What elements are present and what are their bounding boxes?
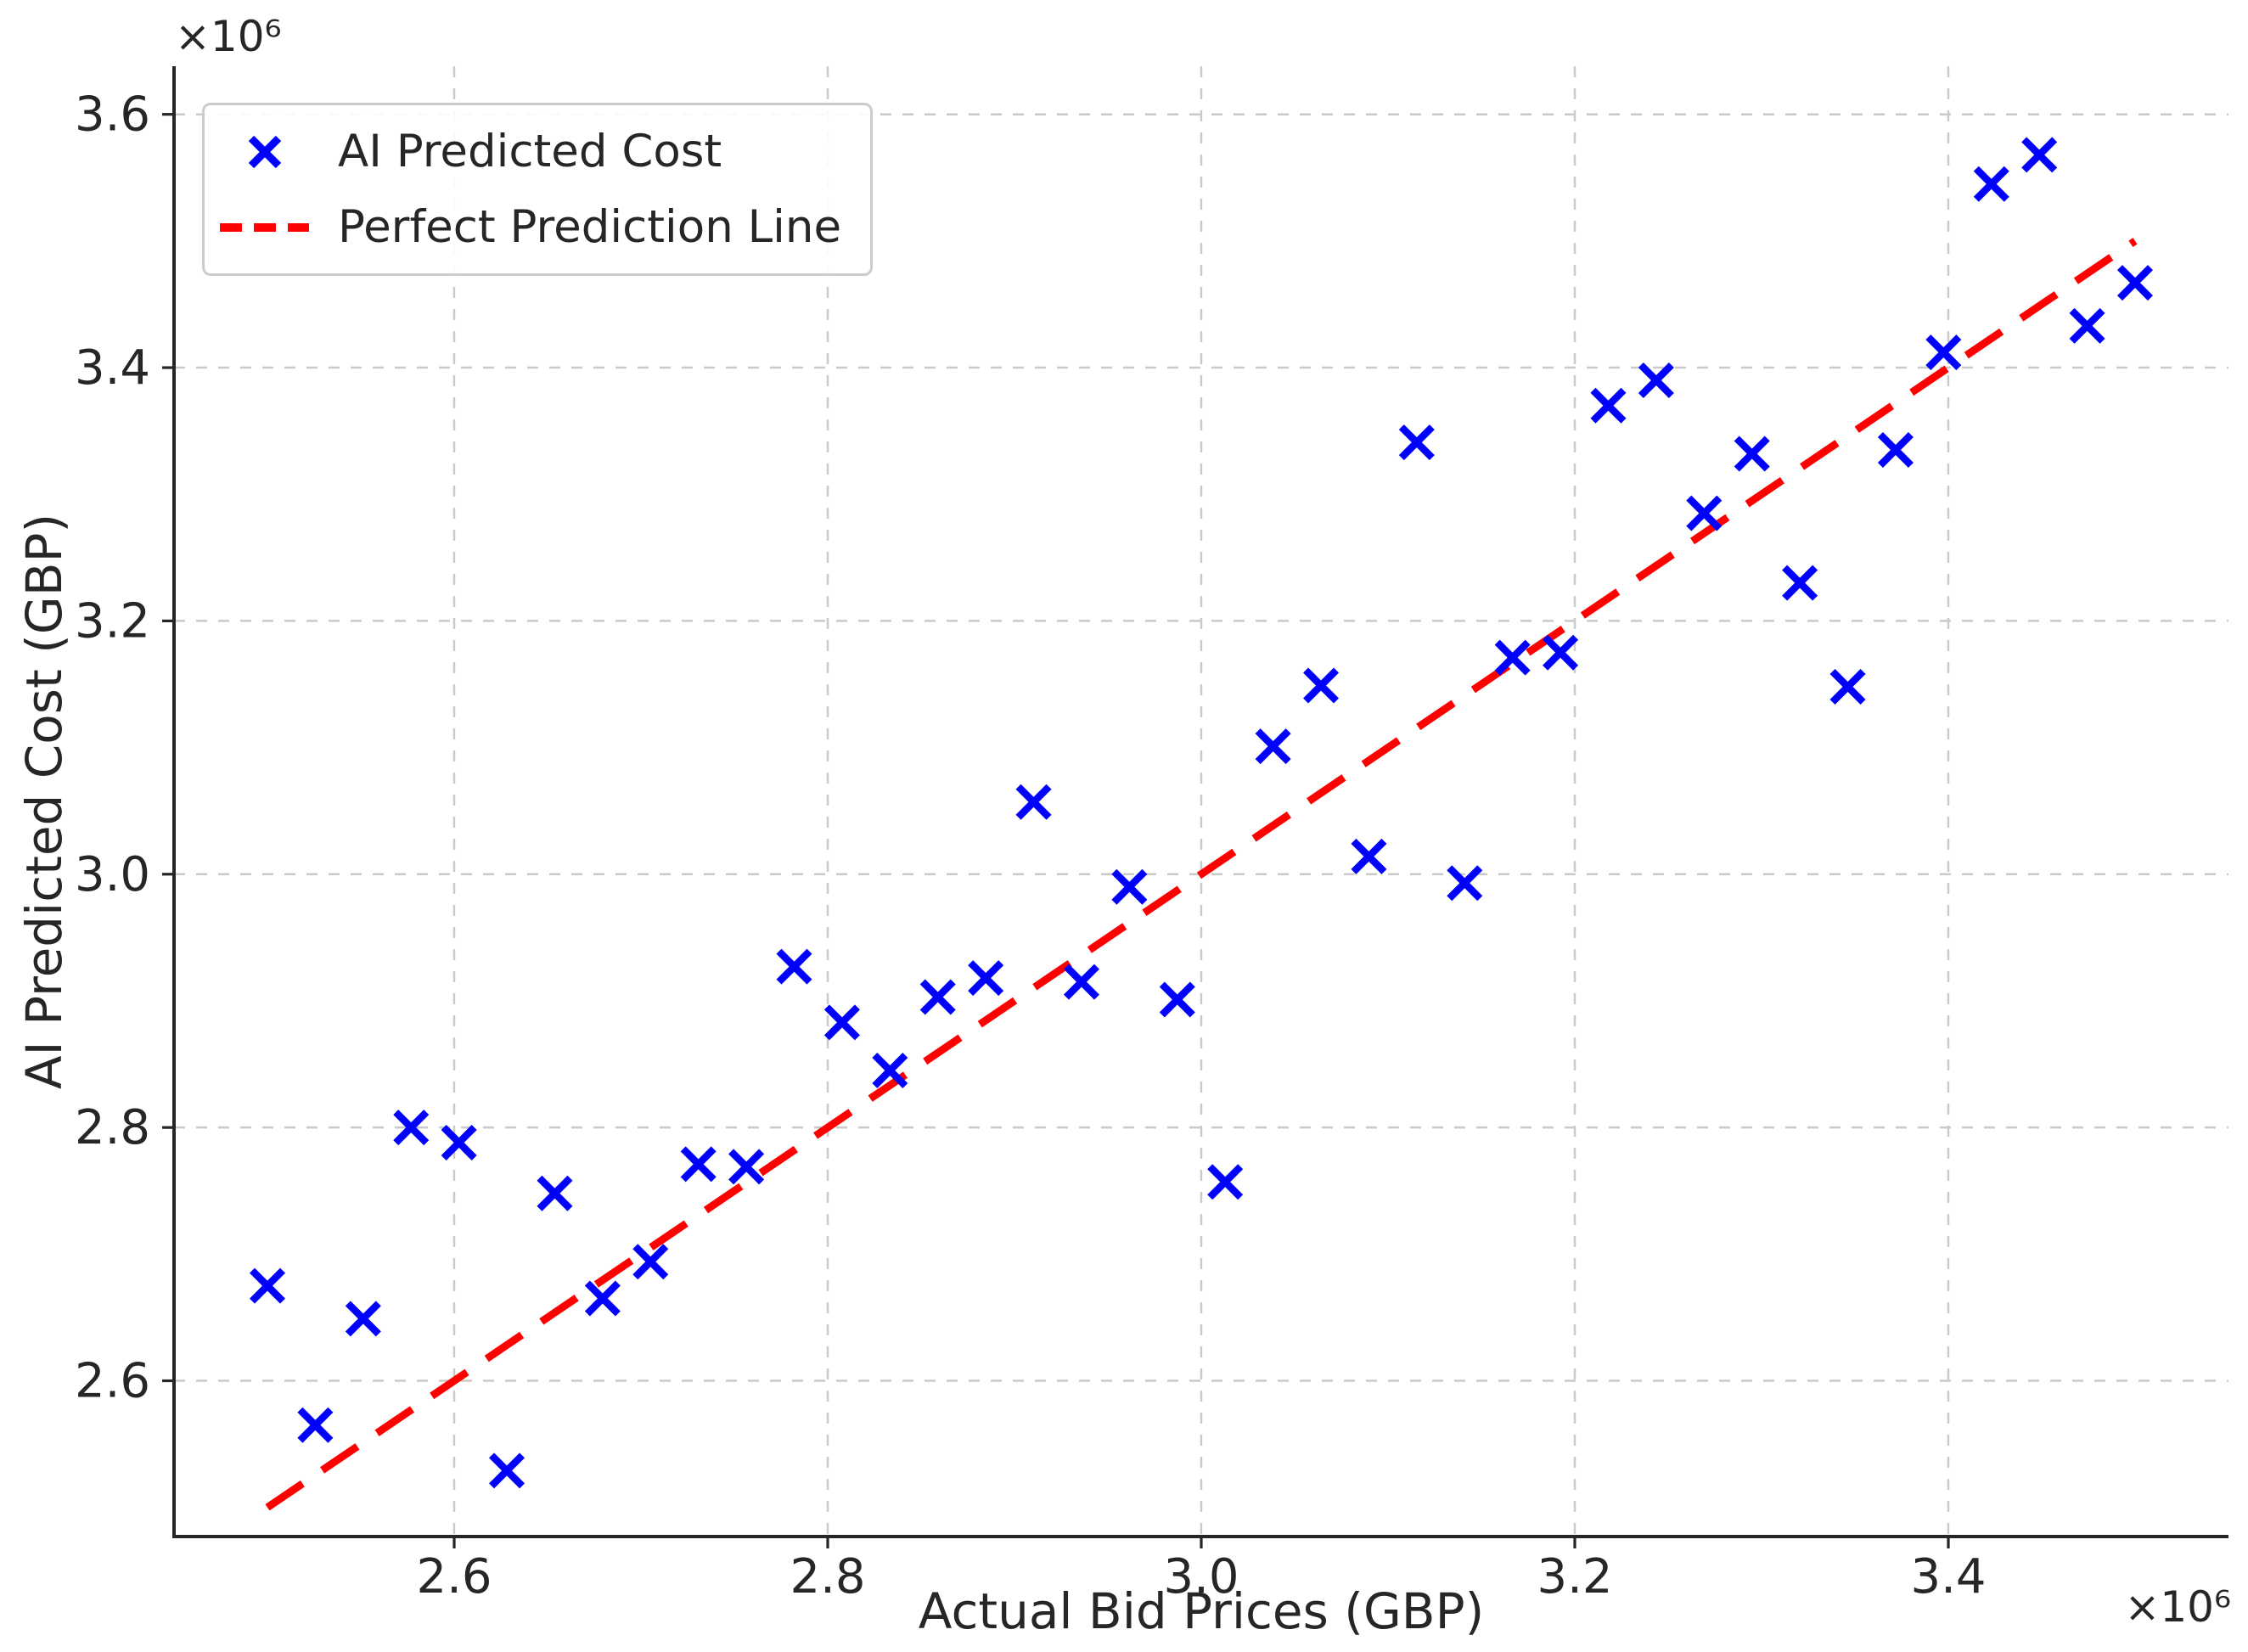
scatter-point — [1111, 868, 1148, 905]
scatter-point — [1877, 432, 1914, 469]
y-tick-label: 3.0 — [75, 847, 150, 902]
y-tick-label: 3.6 — [75, 87, 150, 143]
scatter-point — [823, 1004, 860, 1041]
scatter-point — [2021, 137, 2058, 173]
scatter-point — [345, 1301, 381, 1337]
scatter-point — [632, 1244, 669, 1280]
scatter-point — [1303, 667, 1340, 704]
scatter-point — [297, 1407, 334, 1443]
x-tick-label: 2.6 — [416, 1549, 492, 1604]
y-axis-title: AI Predicted Cost (GBP) — [15, 513, 73, 1090]
y-tick-label: 3.4 — [75, 340, 150, 396]
prediction-line — [265, 238, 2138, 1511]
x-tick-label: 3.0 — [1163, 1549, 1239, 1604]
y-axis-offset-text: ×10⁶ — [175, 12, 282, 61]
scatter-point — [1494, 639, 1531, 676]
scatter-point — [393, 1110, 430, 1146]
legend-item-predicted-cost: AI Predicted Cost — [220, 126, 841, 177]
x-tick-label: 2.8 — [790, 1549, 865, 1604]
scatter-point — [584, 1280, 621, 1317]
scatter-point — [1015, 784, 1052, 820]
scatter-point — [1925, 334, 1962, 371]
scatter-point — [1638, 362, 1674, 398]
scatter-point — [1734, 435, 1770, 472]
scatter-point — [2116, 265, 2154, 301]
x-marker-icon — [220, 130, 309, 174]
scatter-point — [919, 979, 956, 1015]
x-tick-label: 3.4 — [1910, 1549, 1986, 1604]
scatter-point — [2069, 307, 2105, 344]
scatter-point — [680, 1146, 717, 1183]
scatter-point — [1447, 865, 1483, 902]
y-tick-label: 3.2 — [75, 593, 150, 649]
dashed-line-icon — [220, 222, 309, 233]
scatter-point — [1590, 387, 1627, 424]
legend: AI Predicted Cost Perfect Prediction Lin… — [202, 103, 874, 276]
scatter-point — [441, 1125, 477, 1161]
scatter-point — [872, 1053, 908, 1089]
legend-item-prediction-line: Perfect Prediction Line — [220, 201, 841, 253]
scatter-point — [489, 1453, 525, 1489]
scatter-point — [537, 1175, 573, 1211]
scatter-point — [1351, 838, 1387, 874]
scatter-point — [1782, 565, 1818, 601]
legend-label-prediction-line: Perfect Prediction Line — [338, 201, 842, 253]
scatter-point — [1159, 981, 1195, 1018]
x-axis-offset-text: ×10⁶ — [2124, 1582, 2231, 1632]
scatter-point — [968, 960, 1004, 997]
scatter-point — [1973, 166, 2009, 202]
x-tick-label: 3.2 — [1537, 1549, 1612, 1604]
scatter-point — [1829, 668, 1866, 705]
x-axis-title: Actual Bid Prices (GBP) — [918, 1582, 1485, 1640]
scatter-point — [776, 948, 812, 985]
scatter-point — [1398, 424, 1435, 461]
y-tick-label: 2.8 — [75, 1100, 150, 1155]
scatter-point — [249, 1267, 286, 1304]
legend-label-predicted-cost: AI Predicted Cost — [338, 126, 722, 177]
scatter-point — [1686, 495, 1723, 531]
scatter-point — [1207, 1164, 1244, 1200]
scatter-point — [728, 1149, 765, 1185]
scatter-point — [1063, 964, 1099, 1000]
y-tick-label: 2.6 — [75, 1354, 150, 1409]
scatter-point — [1255, 728, 1291, 765]
scatter-point — [1543, 634, 1579, 671]
